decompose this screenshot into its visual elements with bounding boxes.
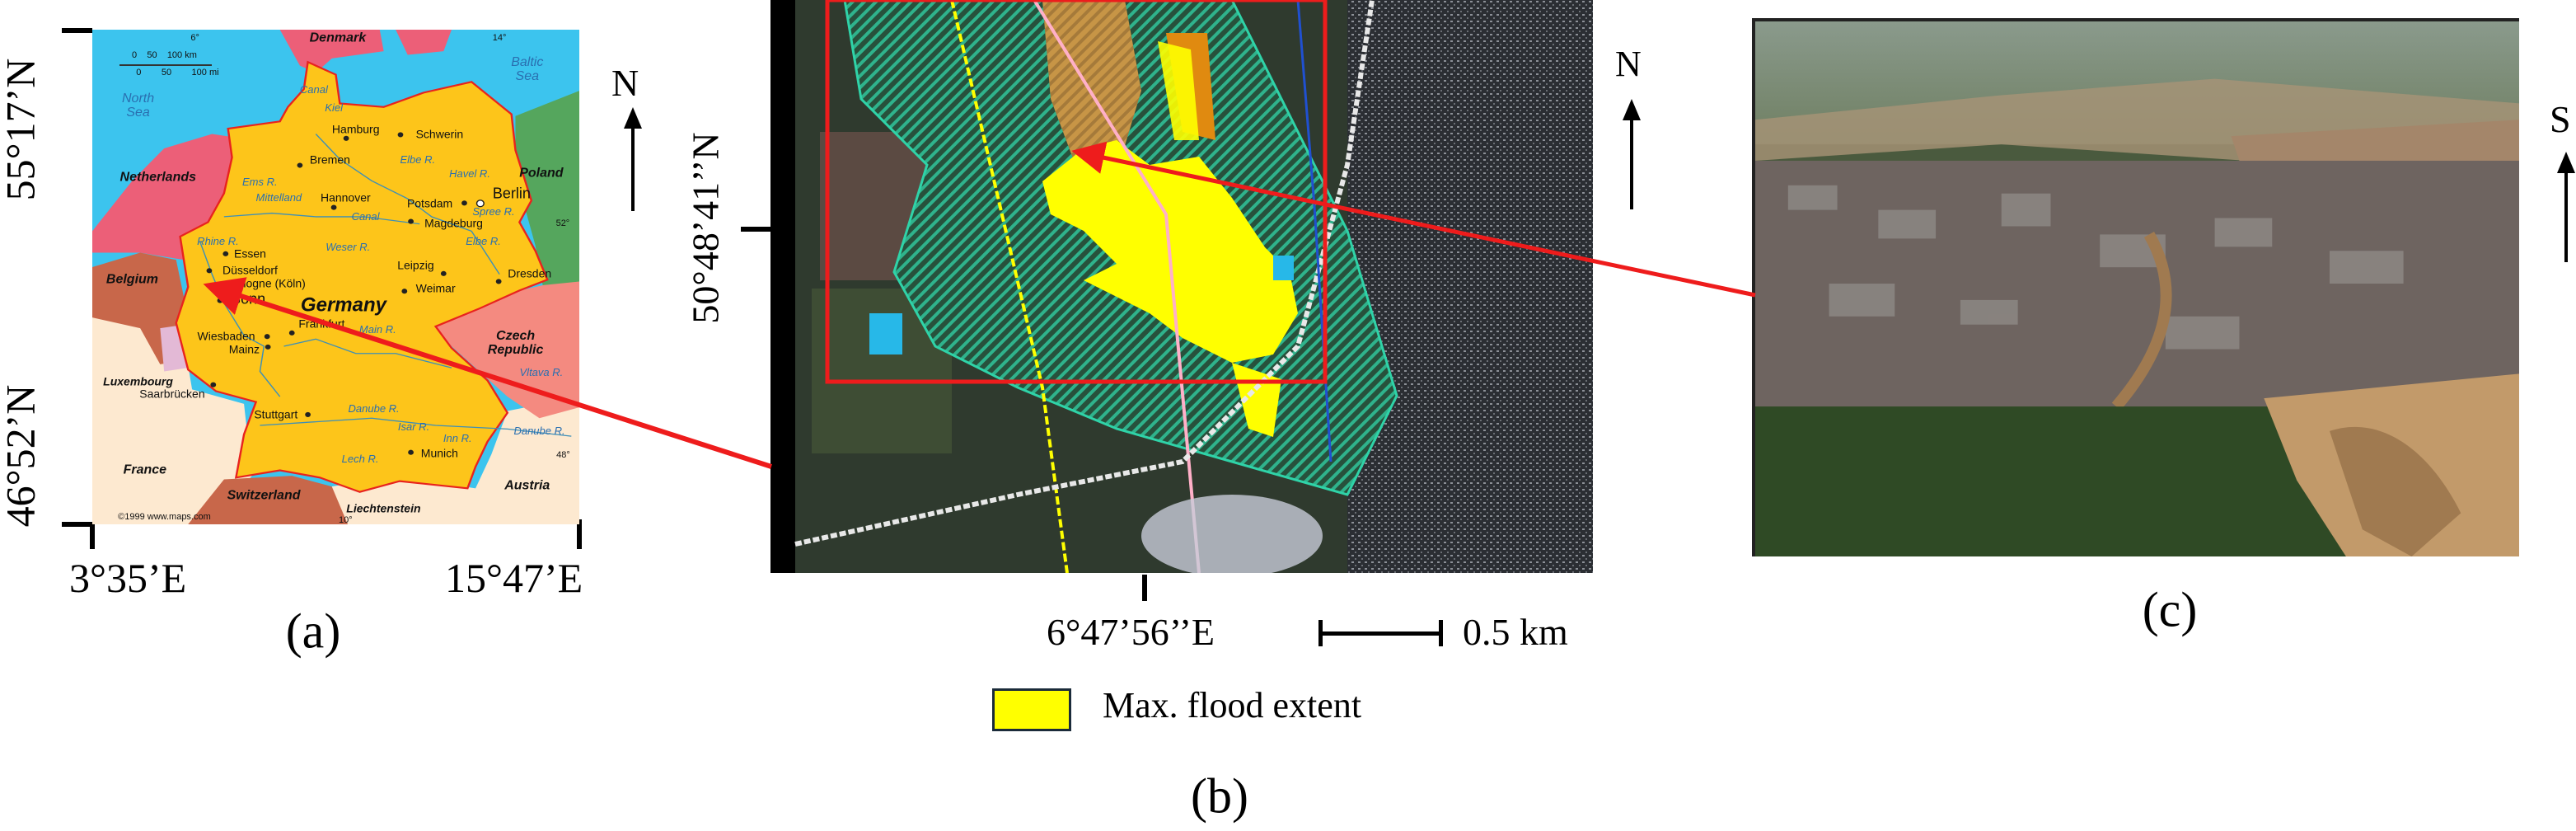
map-label: Switzerland bbox=[227, 488, 301, 503]
denmark-region bbox=[279, 30, 452, 73]
panel-b-lon: 6°47’56’’E bbox=[1047, 611, 1215, 653]
map-label: Potsdam bbox=[406, 196, 453, 210]
map-label: Netherlands bbox=[119, 170, 197, 185]
north-arrow-icon bbox=[624, 107, 642, 211]
map-label: Elbe R. bbox=[400, 153, 436, 167]
map-label: Munich bbox=[420, 446, 458, 460]
map-label-germany: Germany bbox=[300, 293, 386, 316]
tick-lon-right bbox=[577, 519, 582, 549]
map-label: Mittelland bbox=[255, 191, 302, 204]
map-scale-bar bbox=[119, 64, 212, 66]
panel-a-lon-right: 15°47’E bbox=[445, 555, 583, 601]
legend-label-flood: Max. flood extent bbox=[1103, 685, 1362, 725]
map-label: Bonn bbox=[231, 290, 266, 308]
panel-a-lat-bottom: 46°52’N bbox=[0, 384, 44, 528]
map-scale-mi: 0 50 100 mi bbox=[136, 68, 219, 78]
map-label: Rhine R. bbox=[197, 235, 239, 248]
map-label: Essen bbox=[234, 246, 266, 261]
switzerland-region bbox=[188, 476, 349, 524]
map-label: Denmark bbox=[309, 31, 367, 45]
map-label: Canal bbox=[351, 209, 380, 223]
scale-bar-tick-left bbox=[1318, 620, 1323, 646]
tick-lon-left bbox=[90, 524, 95, 549]
map-label: Czech Republic bbox=[487, 329, 544, 357]
map-label: Leipzig bbox=[397, 258, 434, 272]
map-label: Weimar bbox=[415, 282, 456, 296]
map-label: 10° bbox=[338, 515, 353, 524]
flood-extent-map bbox=[770, 0, 1593, 573]
tick-b-lon bbox=[1142, 575, 1147, 601]
map-label: 48° bbox=[556, 450, 570, 461]
map-scale-km: 0 50 100 km bbox=[132, 50, 197, 61]
caption-b: (b) bbox=[1191, 768, 1248, 824]
map-label: Lech R. bbox=[341, 453, 379, 466]
germany-map: Denmark 6° 14° 0 50 100 km 0 50 100 mi B… bbox=[92, 30, 579, 524]
north-arrow-icon bbox=[1623, 99, 1641, 209]
map-label: Inn R. bbox=[443, 432, 472, 445]
map-label: Isar R. bbox=[397, 420, 430, 434]
tick-lat-bottom bbox=[62, 522, 92, 527]
map-label: Canal bbox=[299, 83, 328, 96]
map-label: Spree R. bbox=[472, 205, 515, 218]
poland-region bbox=[515, 91, 579, 289]
map-label: 14° bbox=[492, 33, 507, 44]
scale-bar bbox=[1320, 631, 1442, 636]
panel-a-north-label: N bbox=[611, 62, 639, 104]
caption-a: (a) bbox=[285, 603, 341, 659]
map-label: Magdeburg bbox=[424, 216, 483, 230]
france-region bbox=[92, 310, 252, 524]
map-label: Liechtenstein bbox=[346, 502, 421, 516]
scale-bar-tick-right bbox=[1439, 620, 1443, 646]
south-arrow-icon bbox=[2557, 152, 2575, 262]
map-label: Hannover bbox=[320, 190, 371, 204]
map-label: Wiesbaden bbox=[197, 329, 255, 343]
map-label: Kiel bbox=[325, 101, 343, 115]
map-label: Elbe R. bbox=[466, 235, 501, 248]
map-label: Austria bbox=[504, 478, 550, 493]
tick-b-lat bbox=[741, 227, 770, 232]
panel-c-orientation-label: S bbox=[2550, 98, 2571, 140]
map-copyright: ©1999 www.maps.com bbox=[118, 512, 211, 523]
map-label: 52° bbox=[555, 218, 570, 229]
panel-b-north-label: N bbox=[1615, 44, 1642, 84]
map-label: Cologne (Köln) bbox=[228, 276, 306, 290]
map-label: Belgium bbox=[105, 272, 159, 287]
map-label: Dresden bbox=[508, 266, 552, 280]
map-label: Main R. bbox=[358, 322, 396, 336]
map-label: Stuttgart bbox=[254, 407, 298, 421]
aerial-flood-photo bbox=[1752, 18, 2519, 556]
map-label: 6° bbox=[190, 33, 199, 44]
map-label: Danube R. bbox=[348, 402, 400, 416]
caption-c: (c) bbox=[2142, 582, 2198, 637]
map-label: Berlin bbox=[492, 185, 531, 202]
map-label: Hamburg bbox=[331, 122, 380, 136]
legend-swatch-flood bbox=[992, 688, 1071, 731]
scale-bar-label: 0.5 km bbox=[1463, 611, 1568, 653]
panel-a-lat-top: 55°17’N bbox=[0, 58, 44, 201]
map-label: Poland bbox=[519, 166, 564, 181]
panel-a-lon-left: 3°35’E bbox=[69, 555, 187, 601]
map-label: Düsseldorf bbox=[222, 263, 278, 277]
map-label: Saarbrücken bbox=[139, 387, 205, 401]
map-label: Schwerin bbox=[415, 127, 464, 141]
map-label: Frankfurt bbox=[298, 317, 345, 331]
flood-extent-map-graphic bbox=[770, 0, 1593, 573]
tick-lat-top bbox=[62, 28, 92, 33]
map-label: Ems R. bbox=[241, 176, 278, 189]
map-label: Weser R. bbox=[326, 241, 371, 254]
map-label: Bremen bbox=[309, 153, 350, 167]
map-label: Mainz bbox=[228, 342, 260, 356]
map-label: Havel R. bbox=[449, 167, 490, 180]
panel-b-lat: 50°48’41’’N bbox=[684, 132, 727, 324]
map-label: Luxembourg bbox=[103, 374, 173, 388]
map-label: Vltava R. bbox=[519, 365, 564, 378]
map-label: Danube R. bbox=[513, 424, 565, 437]
map-label: North Sea bbox=[121, 92, 155, 120]
map-label: Baltic Sea bbox=[511, 55, 544, 84]
map-label: France bbox=[123, 462, 167, 477]
